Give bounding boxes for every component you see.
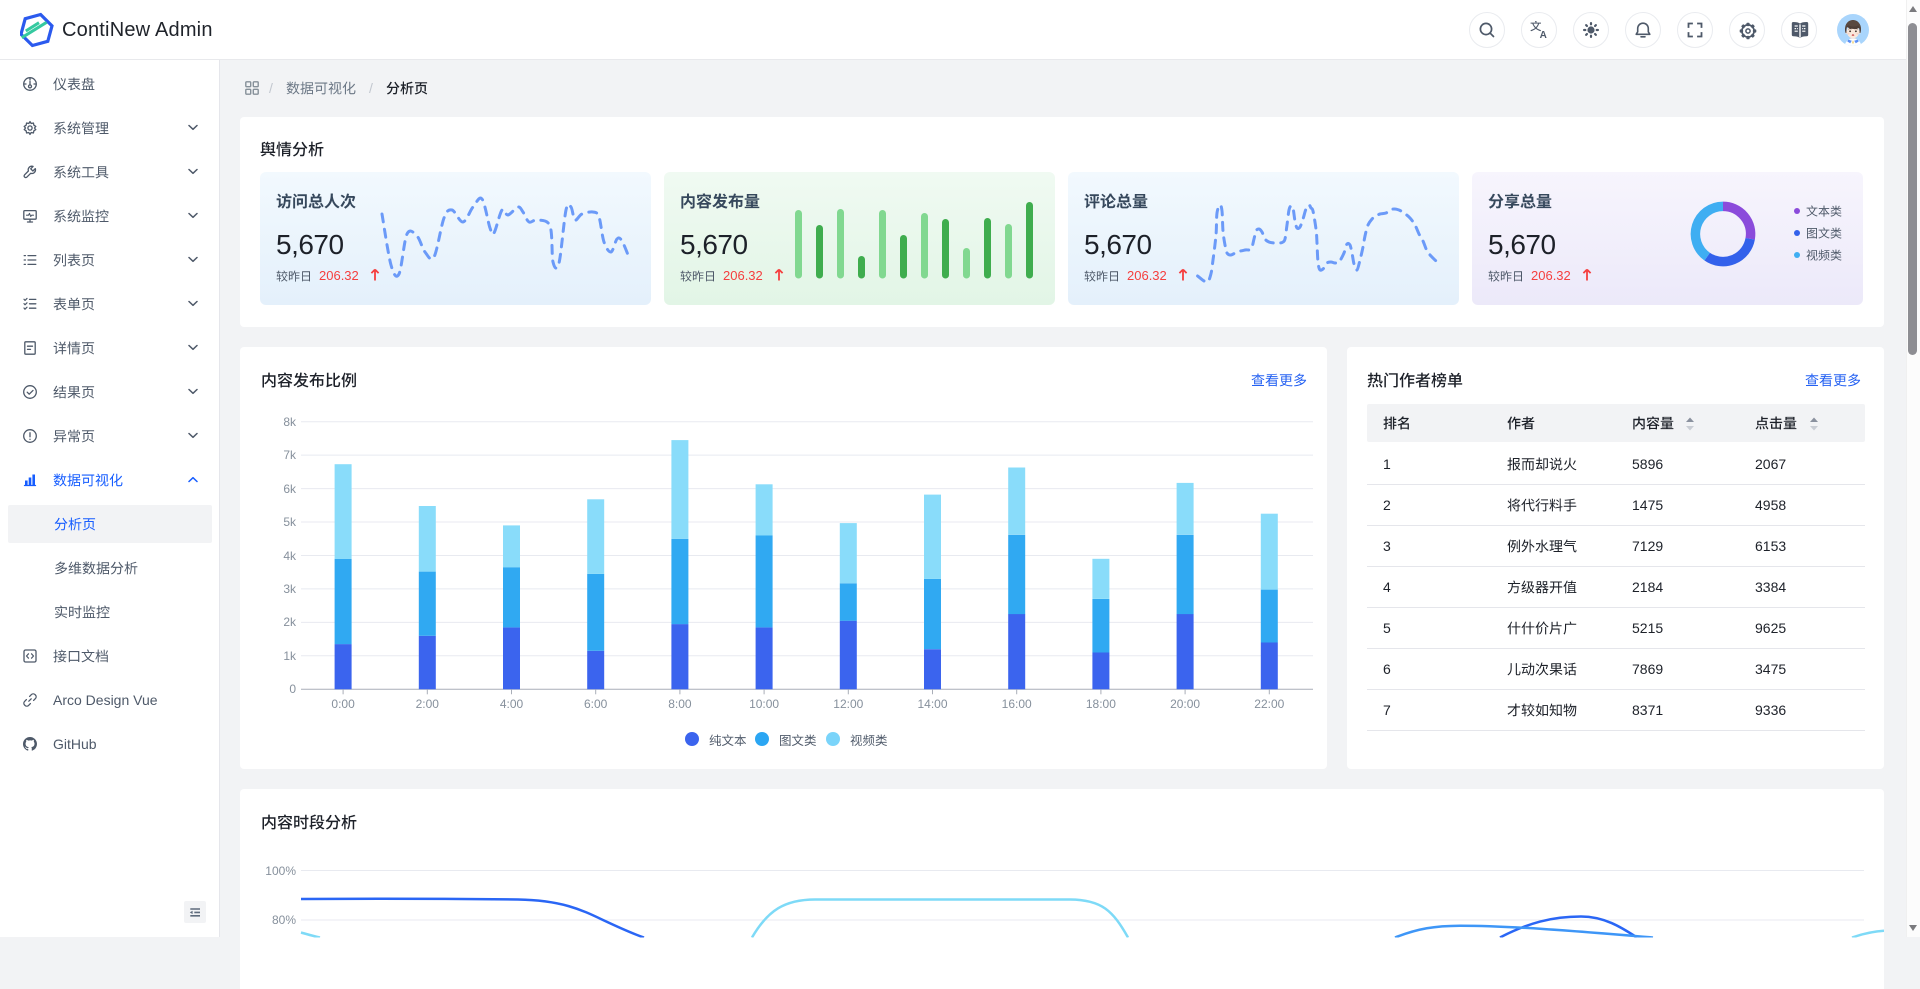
svg-text:A: A: [1540, 30, 1547, 39]
